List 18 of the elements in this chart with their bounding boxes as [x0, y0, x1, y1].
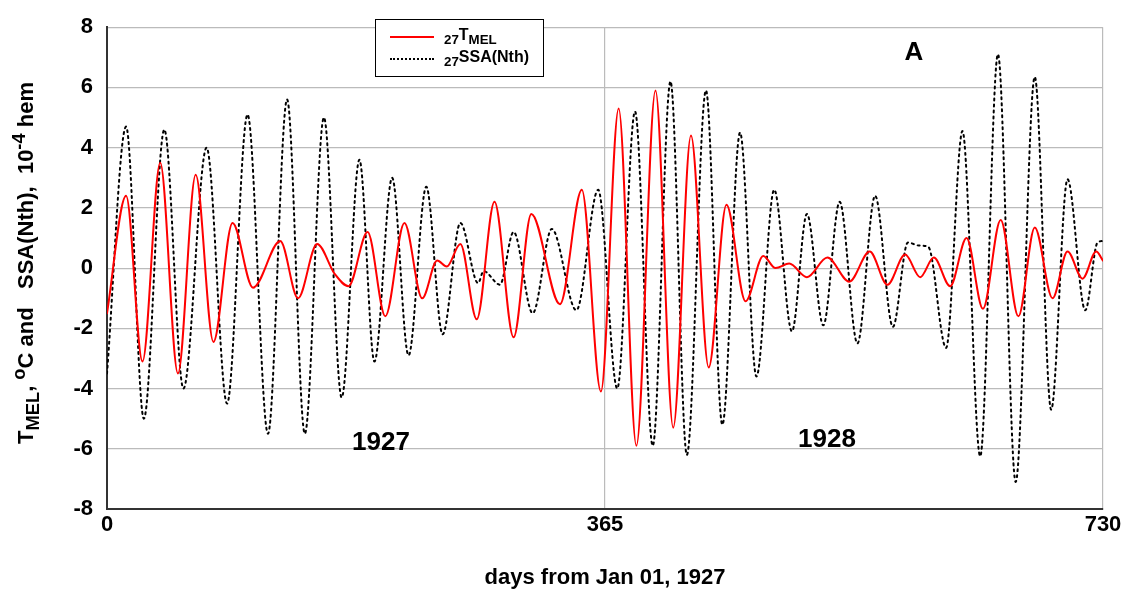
y-tick-label: 4	[80, 133, 94, 159]
annotation: A	[904, 36, 924, 67]
annotation: 1927	[352, 426, 410, 457]
legend-label: $_{27}$SSA(Nth)	[444, 48, 530, 70]
y-tick-label: -8	[73, 495, 93, 521]
y-tick-label: 8	[80, 13, 93, 39]
y-tick-label: -4	[73, 374, 94, 400]
legend-label: $_{27}$T$_{MEL}$	[444, 26, 497, 48]
x-tick-label: 730	[1084, 511, 1122, 537]
y-tick-label: 6	[80, 73, 93, 99]
x-tick-label: 365	[586, 511, 624, 537]
y-tick-label: -2	[73, 314, 93, 340]
y-tick-label: 2	[80, 193, 93, 219]
annotation: 1928	[798, 423, 856, 454]
y-tick-label: 0	[80, 254, 93, 280]
y-tick-label: -6	[73, 434, 93, 460]
x-tick-label: 0	[100, 511, 114, 537]
x-axis-title: days from Jan 01, 1927	[484, 563, 726, 589]
